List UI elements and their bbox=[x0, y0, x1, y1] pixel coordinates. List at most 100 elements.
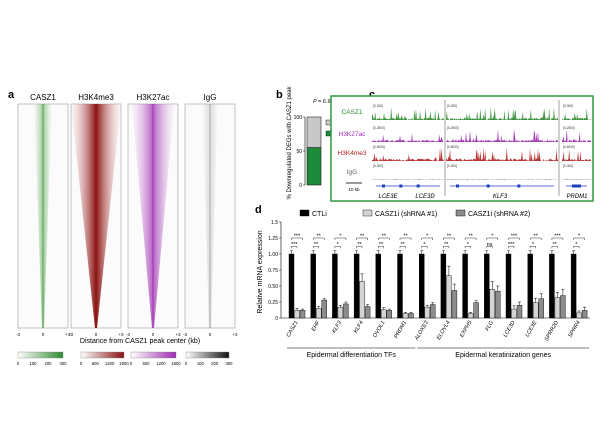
heatmap-tick: +3 bbox=[175, 332, 181, 337]
track-range: [0-6000] bbox=[563, 145, 575, 149]
bar-exph5-1 bbox=[467, 313, 474, 319]
legend-swatch bbox=[362, 209, 373, 217]
colorbar bbox=[185, 351, 230, 359]
sig-bracket bbox=[378, 237, 390, 240]
legend-label: CASZ1i (shRNA #1) bbox=[375, 211, 437, 218]
bar-prdm1-2 bbox=[408, 313, 414, 319]
track-signal bbox=[446, 128, 558, 142]
heatmap-title: H3K4me3 bbox=[78, 93, 114, 102]
sig-bracket bbox=[356, 246, 363, 249]
panel-label-b: b bbox=[276, 89, 283, 101]
heatmap-signal bbox=[202, 104, 218, 328]
bar-flg-2 bbox=[495, 290, 501, 319]
track-label: H3K4me3 bbox=[338, 150, 367, 157]
bar-aloxe3-2 bbox=[430, 304, 436, 319]
sig-bracket bbox=[551, 237, 564, 240]
group-label: Epidermal keratinization genes bbox=[455, 352, 551, 359]
gene-exon bbox=[456, 184, 459, 188]
track-range: [0-6000] bbox=[373, 145, 385, 149]
panel-d-tick-label: 1.25 bbox=[268, 236, 278, 242]
gene-exon bbox=[382, 184, 385, 188]
track-signal bbox=[446, 178, 558, 180]
gene-exon bbox=[486, 184, 490, 188]
track-signal bbox=[446, 147, 558, 161]
bar-exph5-0 bbox=[462, 253, 468, 319]
category-label: ELOVL4 bbox=[436, 320, 452, 341]
panel-b-ylabel: % Downregulated DEGs with CASZ1 peak bbox=[287, 85, 293, 199]
track-range: [0-6000] bbox=[447, 145, 459, 149]
heatmap-tick: -3 bbox=[126, 332, 130, 337]
colorbar-tick: 0 bbox=[185, 361, 188, 366]
panel-c-genome-tracks: CASZ1 [0-300] [0-300] [0-300] H3K27ac [0-2500… bbox=[330, 95, 594, 202]
sig-bracket bbox=[573, 237, 585, 240]
sig-bracket bbox=[486, 246, 493, 249]
sig-bracket bbox=[313, 237, 325, 240]
colorbar-tick: 600 bbox=[143, 361, 151, 366]
panel-label-a: a bbox=[8, 89, 15, 101]
sig-label: * bbox=[575, 242, 578, 248]
bar-lce3d-0 bbox=[505, 253, 512, 319]
bar-exph5-2 bbox=[473, 302, 479, 319]
sig-bracket bbox=[291, 246, 298, 249]
sig-label: ** bbox=[444, 242, 449, 248]
colorbar-tick: 300 bbox=[226, 361, 234, 366]
sig-bracket bbox=[421, 237, 433, 240]
bar-klf4-2 bbox=[364, 306, 371, 319]
gene-label-klf3: KLF3 bbox=[493, 194, 508, 200]
heatmap-tick: -3 bbox=[16, 332, 20, 337]
sig-bracket bbox=[486, 237, 498, 240]
bar-ehf-2 bbox=[321, 299, 327, 319]
track-signal bbox=[562, 178, 591, 180]
bar-klf3-0 bbox=[332, 253, 338, 319]
colorbar-tick: 300 bbox=[60, 361, 68, 366]
heatmap-title: IgG bbox=[204, 93, 217, 102]
bar-aloxe3-0 bbox=[419, 253, 425, 319]
colorbar-tick: 600 bbox=[92, 361, 100, 366]
sig-label: ** bbox=[360, 234, 365, 240]
track-signal bbox=[562, 128, 591, 142]
sig-label: *** bbox=[291, 242, 298, 248]
track-label: IgG bbox=[347, 169, 357, 176]
panel-d-tick-label: 0.50 bbox=[268, 284, 278, 290]
bar-prdm1-1 bbox=[402, 313, 409, 319]
panel-d-tick-label: 1.00 bbox=[268, 252, 278, 258]
category-label: SPRR4 bbox=[567, 320, 581, 339]
bar-prdm1-0 bbox=[397, 253, 403, 319]
bar-sprr4-0 bbox=[570, 253, 577, 319]
bar-elovl4-2 bbox=[451, 290, 458, 319]
bar-klf4-1 bbox=[359, 281, 365, 319]
track-range: [0-2500] bbox=[447, 126, 459, 130]
sig-bracket bbox=[573, 246, 580, 249]
heatmap-colorbars: 0 100 200 300 0 600 1200 1800 0 600 1200 1800 0 100 20… bbox=[17, 351, 234, 366]
bar-casz1-2 bbox=[299, 310, 306, 319]
sig-label: * bbox=[426, 234, 429, 240]
colorbar-tick: 0 bbox=[17, 361, 20, 366]
track-range: [0-300] bbox=[373, 164, 383, 168]
heatmap-tick: 0 bbox=[95, 332, 98, 337]
sig-label: * bbox=[467, 242, 470, 248]
bar-klf4-0 bbox=[353, 253, 360, 319]
bar-klf3-1 bbox=[337, 306, 344, 319]
sig-label: ** bbox=[553, 242, 558, 248]
sig-label: ** bbox=[447, 234, 452, 240]
category-label: EXPH5 bbox=[459, 319, 474, 338]
category-label: OVOL1 bbox=[372, 320, 386, 339]
heatmap-tick: 0 bbox=[42, 332, 45, 337]
sig-label: * bbox=[532, 242, 535, 248]
sig-label: ** bbox=[314, 242, 319, 248]
heatmap-tick: 0 bbox=[209, 332, 212, 337]
category-label: KLF3 bbox=[331, 319, 343, 334]
track-range: [0-300] bbox=[563, 164, 573, 168]
gene-exon bbox=[416, 184, 420, 188]
heatmap-title: CASZ1 bbox=[30, 93, 56, 102]
sig-label: ** bbox=[317, 234, 322, 240]
bar-sprr2d-2 bbox=[560, 295, 566, 319]
colorbar-tick: 100 bbox=[30, 361, 38, 366]
sig-label: * bbox=[578, 234, 581, 240]
stacked-bar-negative bbox=[306, 116, 322, 148]
sig-bracket bbox=[464, 237, 477, 240]
bar-ehf-1 bbox=[316, 308, 322, 319]
bar-casz1-0 bbox=[288, 253, 295, 319]
category-label: CASZ1 bbox=[286, 320, 300, 338]
